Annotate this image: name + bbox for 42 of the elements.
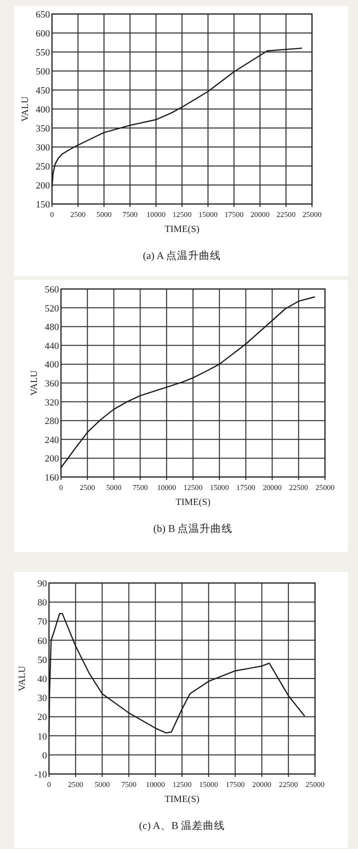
text: (a) A 点温升曲线 [142, 249, 222, 262]
y-tick-label: 40 [38, 675, 48, 685]
y-tick-label: 30 [38, 694, 48, 704]
y-tick-label: 440 [44, 342, 60, 352]
y-tick-label: -10 [34, 770, 48, 780]
y-tick-label: 250 [36, 162, 50, 172]
x-axis-title: TIME(S) [164, 795, 200, 805]
y-tick-label: 90 [38, 580, 48, 590]
y-tick-label: 200 [36, 182, 50, 192]
text: (b) B 点温升曲线 [153, 522, 233, 535]
y-tick-label: 300 [36, 144, 50, 154]
y-axis-title: VALU [18, 666, 28, 692]
y-tick-label: 520 [44, 304, 60, 314]
y-tick-label: 10 [38, 732, 48, 742]
y-tick-label: 50 [38, 656, 48, 666]
x-axis-title: TIME(S) [164, 225, 200, 235]
x-axis-title: TIME(S) [176, 498, 210, 508]
y-tick-label: 500 [36, 68, 50, 78]
y-tick-label: 600 [36, 30, 50, 40]
y-tick-label: 480 [44, 323, 60, 334]
y-tick-label: 560 [44, 286, 60, 296]
y-tick-label: 20 [38, 713, 48, 724]
y-tick-label: 240 [44, 436, 60, 446]
y-tick-label: 650 [36, 10, 50, 20]
y-tick-label: 80 [38, 598, 48, 609]
y-axis-title: VALU [21, 96, 31, 122]
y-tick-label: 400 [44, 360, 60, 371]
y-tick-label: 0 [42, 751, 48, 762]
y-tick-label: 400 [36, 106, 50, 116]
text: (c) A、B 温差曲线 [139, 819, 225, 832]
y-tick-label: 160 [44, 474, 60, 484]
y-tick-label: 350 [36, 124, 50, 134]
y-tick-label: 450 [36, 86, 50, 96]
y-tick-label: 150 [36, 200, 50, 210]
y-tick-label: 550 [36, 48, 50, 58]
y-tick-label: 320 [44, 398, 60, 408]
y-tick-label: 360 [44, 380, 60, 390]
y-tick-label: 60 [38, 636, 48, 647]
y-tick-label: 70 [38, 618, 48, 628]
y-axis-title: VALU [30, 370, 40, 396]
y-tick-label: 200 [44, 454, 60, 465]
y-tick-label: 280 [44, 417, 60, 428]
